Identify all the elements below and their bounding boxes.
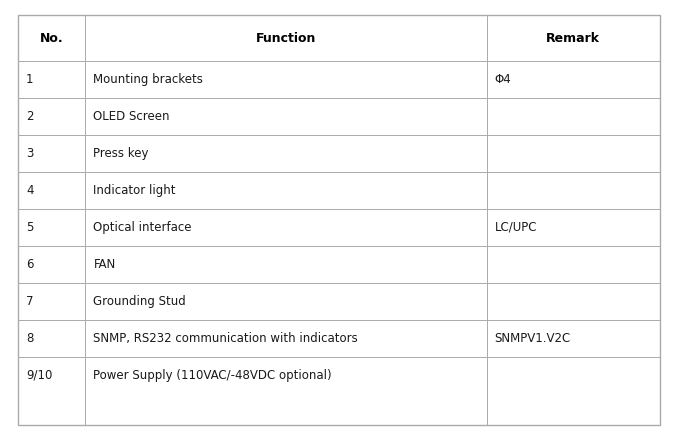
Text: 6: 6 (26, 258, 33, 271)
Text: SNMP, RS232 communication with indicators: SNMP, RS232 communication with indicator… (93, 332, 358, 345)
Text: OLED Screen: OLED Screen (93, 110, 170, 123)
Text: 2: 2 (26, 110, 33, 123)
Text: 7: 7 (26, 295, 33, 308)
Text: Function: Function (256, 32, 316, 44)
Text: Optical interface: Optical interface (93, 221, 192, 234)
Text: LC/UPC: LC/UPC (494, 221, 537, 234)
Text: 9/10: 9/10 (26, 369, 53, 382)
Text: SNMPV1.V2C: SNMPV1.V2C (494, 332, 571, 345)
Text: 8: 8 (26, 332, 33, 345)
Text: Φ4: Φ4 (494, 73, 512, 86)
Text: 1: 1 (26, 73, 33, 86)
Text: 4: 4 (26, 184, 33, 197)
Text: Grounding Stud: Grounding Stud (93, 295, 186, 308)
Text: Indicator light: Indicator light (93, 184, 176, 197)
Text: 5: 5 (26, 221, 33, 234)
Text: 3: 3 (26, 147, 33, 160)
Text: Press key: Press key (93, 147, 149, 160)
Text: FAN: FAN (93, 258, 116, 271)
Text: Mounting brackets: Mounting brackets (93, 73, 203, 86)
Text: Power Supply (110VAC/-48VDC optional): Power Supply (110VAC/-48VDC optional) (93, 369, 332, 382)
Text: Remark: Remark (546, 32, 600, 44)
Text: No.: No. (40, 32, 63, 44)
